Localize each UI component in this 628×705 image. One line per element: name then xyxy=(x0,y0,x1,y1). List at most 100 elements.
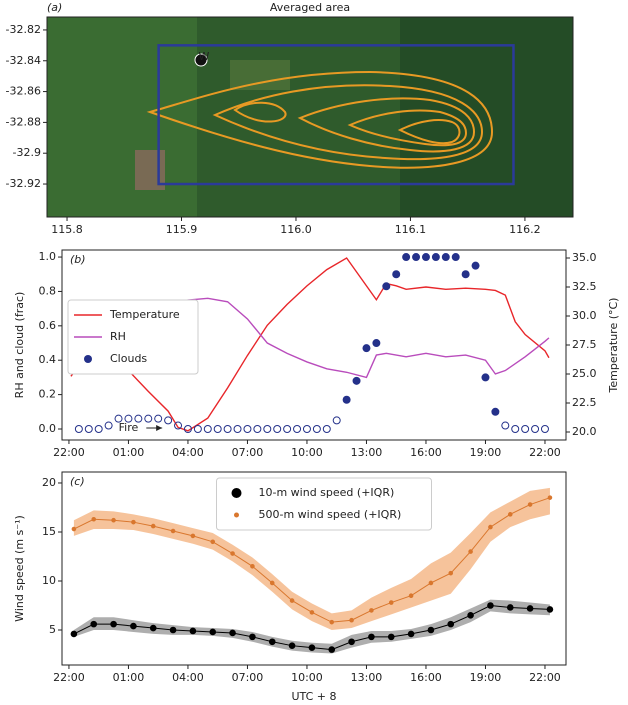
y-tick-label: 1.0 xyxy=(39,250,57,263)
point xyxy=(130,622,137,630)
station-label: W xyxy=(199,50,210,63)
point xyxy=(269,580,275,586)
point xyxy=(124,414,133,423)
point xyxy=(342,395,351,404)
point xyxy=(388,600,394,605)
image-patch xyxy=(230,60,290,90)
point xyxy=(209,628,217,636)
point xyxy=(507,512,513,517)
point xyxy=(223,424,232,433)
point xyxy=(461,270,470,279)
point xyxy=(329,619,335,625)
image-forest xyxy=(400,17,573,217)
point xyxy=(111,517,116,523)
point xyxy=(302,424,311,433)
y2-tick-label: 35.0 xyxy=(572,251,597,264)
legend-label: Temperature xyxy=(109,308,180,321)
y-tick-label: -32.9 xyxy=(13,146,41,159)
point xyxy=(104,421,113,430)
point xyxy=(134,414,143,423)
point xyxy=(114,414,123,423)
point xyxy=(382,282,391,291)
legend-label: Clouds xyxy=(110,352,147,365)
point xyxy=(213,424,222,433)
x-tick-label: 01:00 xyxy=(113,446,145,459)
x-tick-label: 07:00 xyxy=(232,671,264,684)
point xyxy=(110,620,117,628)
point xyxy=(531,424,540,433)
y-tick-label: -32.88 xyxy=(6,115,41,128)
legend-box xyxy=(67,299,199,375)
series xyxy=(71,487,553,631)
point xyxy=(527,502,533,507)
point xyxy=(368,633,375,641)
point xyxy=(322,424,331,433)
point xyxy=(372,339,381,348)
point xyxy=(402,253,411,262)
point xyxy=(369,608,374,613)
satellite-image xyxy=(47,17,573,217)
y2-axis-label: Temperature (°C) xyxy=(607,298,620,394)
x-tick-label: 04:00 xyxy=(172,446,204,459)
point xyxy=(487,602,494,609)
chart-title: Averaged area xyxy=(270,1,350,14)
point xyxy=(263,424,272,433)
y-tick-label: 20 xyxy=(42,476,56,489)
point xyxy=(521,424,530,433)
x-tick-label: 13:00 xyxy=(351,671,383,684)
point xyxy=(71,526,77,532)
point xyxy=(253,424,262,433)
point xyxy=(431,253,440,262)
point xyxy=(352,376,361,385)
x-tick-label: 22:00 xyxy=(53,671,85,684)
point xyxy=(154,414,163,423)
plume-contours xyxy=(146,70,494,169)
series xyxy=(70,257,550,432)
point xyxy=(268,638,276,646)
x-tick-label: 04:00 xyxy=(172,671,204,684)
averaged-box xyxy=(157,44,515,186)
point xyxy=(190,533,196,539)
series xyxy=(70,599,554,654)
point xyxy=(412,253,421,262)
point xyxy=(144,414,153,423)
point xyxy=(193,424,202,433)
point xyxy=(501,421,510,430)
point xyxy=(289,598,295,603)
image-field xyxy=(47,17,197,217)
point xyxy=(506,604,514,611)
x-tick-label: 13:00 xyxy=(351,446,383,459)
point xyxy=(164,416,173,425)
y-tick-label: 0.2 xyxy=(39,388,57,401)
x-tick-label: 16:00 xyxy=(410,446,442,459)
point xyxy=(210,539,216,545)
point xyxy=(131,519,136,525)
y-tick-label: 0.4 xyxy=(39,353,57,366)
legend-swatch xyxy=(84,355,92,363)
frame xyxy=(61,249,567,441)
x-tick-label: 10:00 xyxy=(291,446,323,459)
point xyxy=(183,424,192,433)
y-axis-label: Wind speed (m s⁻¹) xyxy=(13,515,26,622)
legend: Temperature RH Clouds xyxy=(67,299,199,375)
point xyxy=(421,253,430,262)
point xyxy=(288,642,296,649)
y-axis-label: RH and cloud (frac) xyxy=(13,292,26,399)
point xyxy=(283,424,292,433)
panel-label: (a) xyxy=(47,1,62,14)
point xyxy=(328,646,336,653)
x-tick-label: 116.1 xyxy=(395,223,427,236)
y-tick-label: 5 xyxy=(49,623,56,636)
point xyxy=(70,630,78,638)
point xyxy=(448,570,454,576)
point xyxy=(203,424,212,433)
point xyxy=(348,638,355,646)
point xyxy=(491,407,500,416)
frame xyxy=(46,16,574,218)
y-tick-label: -32.86 xyxy=(6,85,41,98)
point xyxy=(249,633,256,641)
x-tick-label: 19:00 xyxy=(470,671,502,684)
point xyxy=(468,549,473,554)
point xyxy=(189,627,197,635)
